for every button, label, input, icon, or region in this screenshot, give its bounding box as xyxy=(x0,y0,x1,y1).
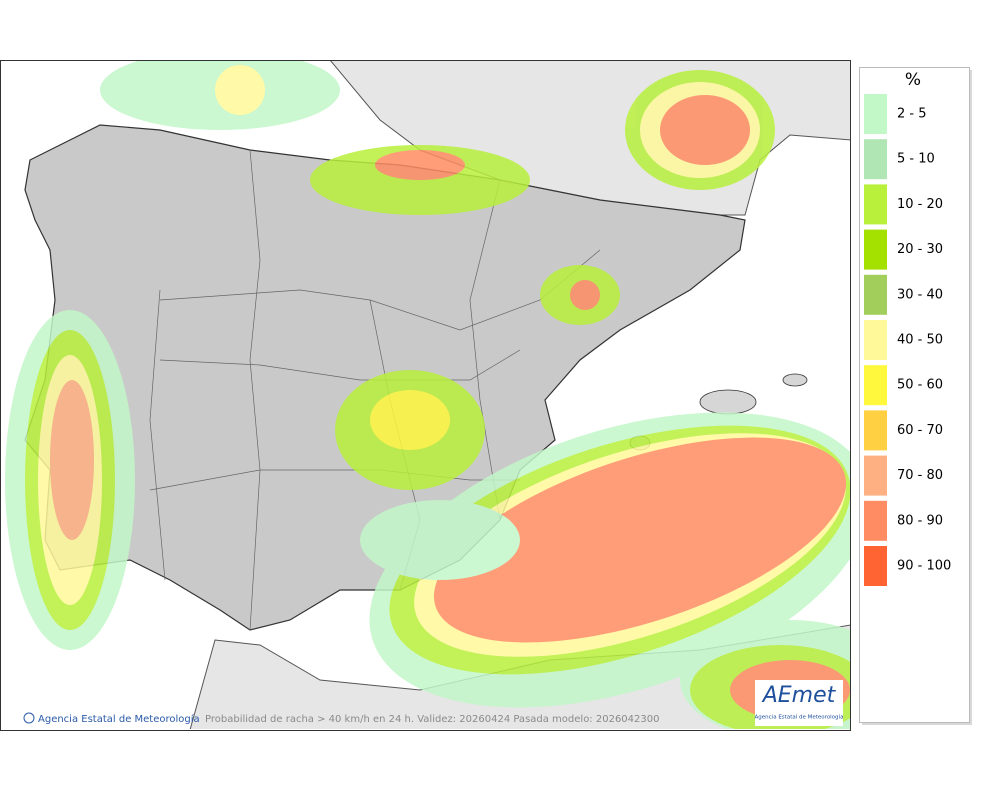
legend-label: 90 - 100 xyxy=(897,559,951,574)
legend-label: 5 - 10 xyxy=(897,152,935,167)
legend-swatch xyxy=(864,184,887,225)
probability-area xyxy=(570,280,600,310)
logo-box xyxy=(755,680,843,726)
probability-area xyxy=(370,390,450,450)
legend-label: 20 - 30 xyxy=(897,242,943,257)
map-frame xyxy=(0,60,851,731)
legend-swatch xyxy=(864,94,887,134)
probability-area xyxy=(433,437,847,643)
caption: Probabilidad de racha > 40 km/h en 24 h.… xyxy=(205,714,659,725)
legend-swatch xyxy=(864,274,887,315)
legend-swatch xyxy=(864,455,887,496)
legend-label: 2 - 5 xyxy=(897,107,927,122)
legend-swatch xyxy=(864,410,887,451)
map xyxy=(1,60,850,729)
logo-subtitle: Agencia Estatal de Meteorología xyxy=(755,714,844,721)
legend-swatch xyxy=(864,320,887,360)
probability-area xyxy=(215,65,265,115)
probability-area xyxy=(660,95,750,165)
legend-swatch xyxy=(864,139,887,180)
legend-title: % xyxy=(905,70,921,90)
logo: AEmet xyxy=(761,683,837,708)
legend-items: 2 - 5 5 - 10 10 - 20 20 - 30 30 - 40 40 - 50 5… xyxy=(864,94,951,586)
legend-label: 60 - 70 xyxy=(897,423,943,438)
legend-label: 10 - 20 xyxy=(897,197,943,212)
legend-label: 70 - 80 xyxy=(897,468,943,483)
credit: Agencia Estatal de Meteorología xyxy=(38,713,200,725)
legend-swatch xyxy=(864,229,887,270)
probability-areas xyxy=(5,60,850,729)
legend-label: 50 - 60 xyxy=(897,378,943,393)
legend-label: 40 - 50 xyxy=(897,333,943,348)
legend-swatch xyxy=(864,500,887,541)
probability-area xyxy=(50,380,94,540)
legend-swatch xyxy=(864,365,887,406)
legend-label: 30 - 40 xyxy=(897,287,943,302)
probability-area xyxy=(375,150,465,180)
probability-area xyxy=(360,500,520,580)
legend-swatch xyxy=(864,546,887,586)
legend-label: 80 - 90 xyxy=(897,513,943,528)
copyright-icon xyxy=(23,712,35,724)
